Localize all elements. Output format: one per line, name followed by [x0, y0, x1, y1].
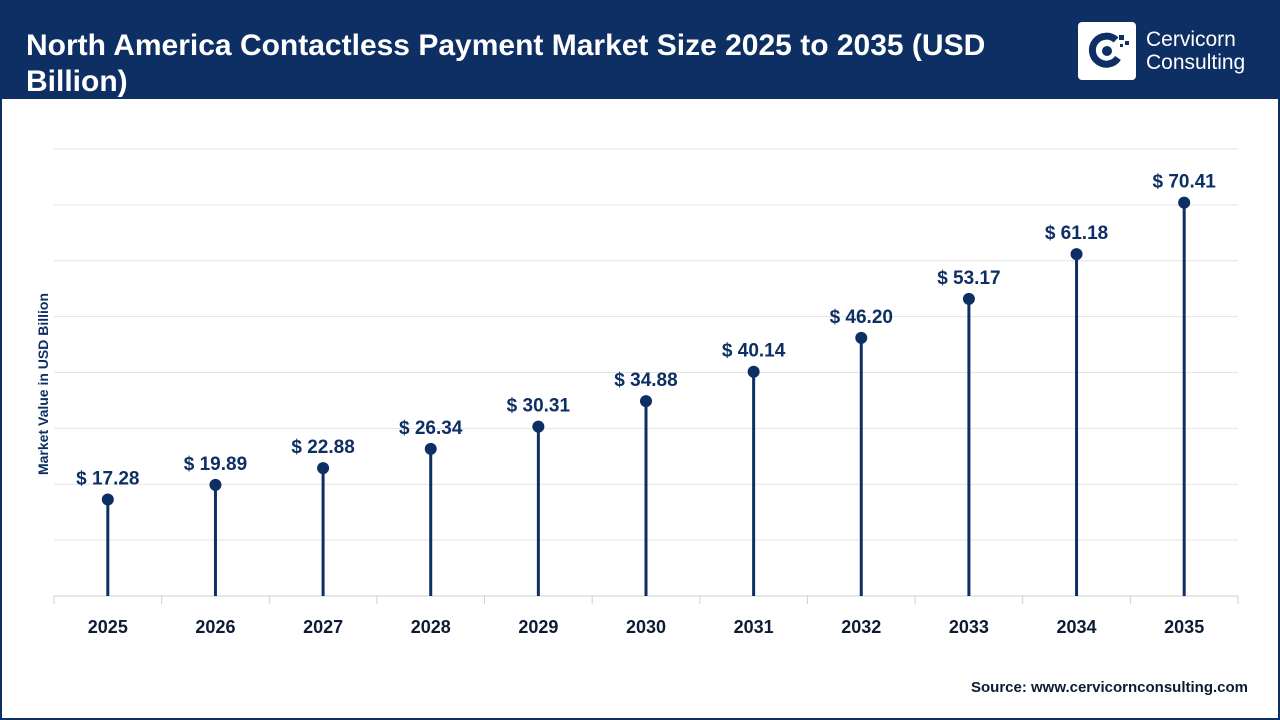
data-label: $ 46.20 — [830, 307, 893, 328]
source-note: Source: www.cervicornconsulting.com — [970, 679, 1248, 696]
data-point — [101, 493, 114, 506]
x-tick-label: 2033 — [949, 617, 989, 637]
chart-title: North America Contactless Payment Market… — [26, 29, 986, 98]
x-tick-label: 2025 — [88, 617, 128, 637]
stems — [101, 196, 1191, 596]
data-label: $ 70.41 — [1152, 172, 1216, 193]
x-tick-label: 2029 — [518, 617, 558, 637]
x-tick-label: 2030 — [626, 617, 666, 637]
y-axis-label: Market Value in USD Billion — [35, 293, 51, 475]
data-point — [640, 395, 652, 408]
data-point — [317, 462, 330, 475]
x-tick-label: 2026 — [195, 617, 235, 637]
data-label: $ 17.28 — [76, 468, 139, 489]
data-label: $ 22.88 — [291, 437, 354, 458]
company-logo: Cervicorn Consulting — [1078, 22, 1268, 80]
data-point — [1178, 196, 1191, 209]
data-point — [855, 331, 868, 344]
data-labels: $ 17.28 2025 $ 19.89 2026 $ 22.88 2027 $ 26.34… — [76, 172, 1216, 637]
data-label: $ 26.34 — [399, 418, 463, 439]
data-point — [424, 442, 437, 455]
x-axis — [53, 595, 1239, 604]
data-point — [747, 365, 760, 378]
x-tick-label: 2032 — [841, 617, 881, 637]
logo-icon — [1078, 22, 1136, 80]
x-tick-label: 2034 — [1057, 617, 1097, 637]
data-point — [209, 478, 222, 491]
data-point — [532, 420, 545, 433]
logo-text: Cervicorn Consulting — [1146, 28, 1246, 74]
data-label: $ 34.88 — [614, 370, 677, 391]
data-label: $ 30.31 — [507, 396, 571, 417]
data-label: $ 61.18 — [1045, 223, 1108, 244]
header-bar: North America Contactless Payment Market… — [2, 2, 1278, 99]
x-tick-label: 2031 — [734, 617, 774, 637]
x-tick-label: 2035 — [1164, 617, 1204, 637]
data-label: $ 19.89 — [184, 454, 247, 475]
x-tick-label: 2027 — [303, 617, 343, 637]
x-tick-label: 2028 — [411, 617, 451, 637]
data-label: $ 40.14 — [722, 341, 786, 362]
data-point — [1070, 248, 1083, 261]
data-label: $ 53.17 — [937, 268, 1000, 289]
data-point — [962, 292, 975, 305]
